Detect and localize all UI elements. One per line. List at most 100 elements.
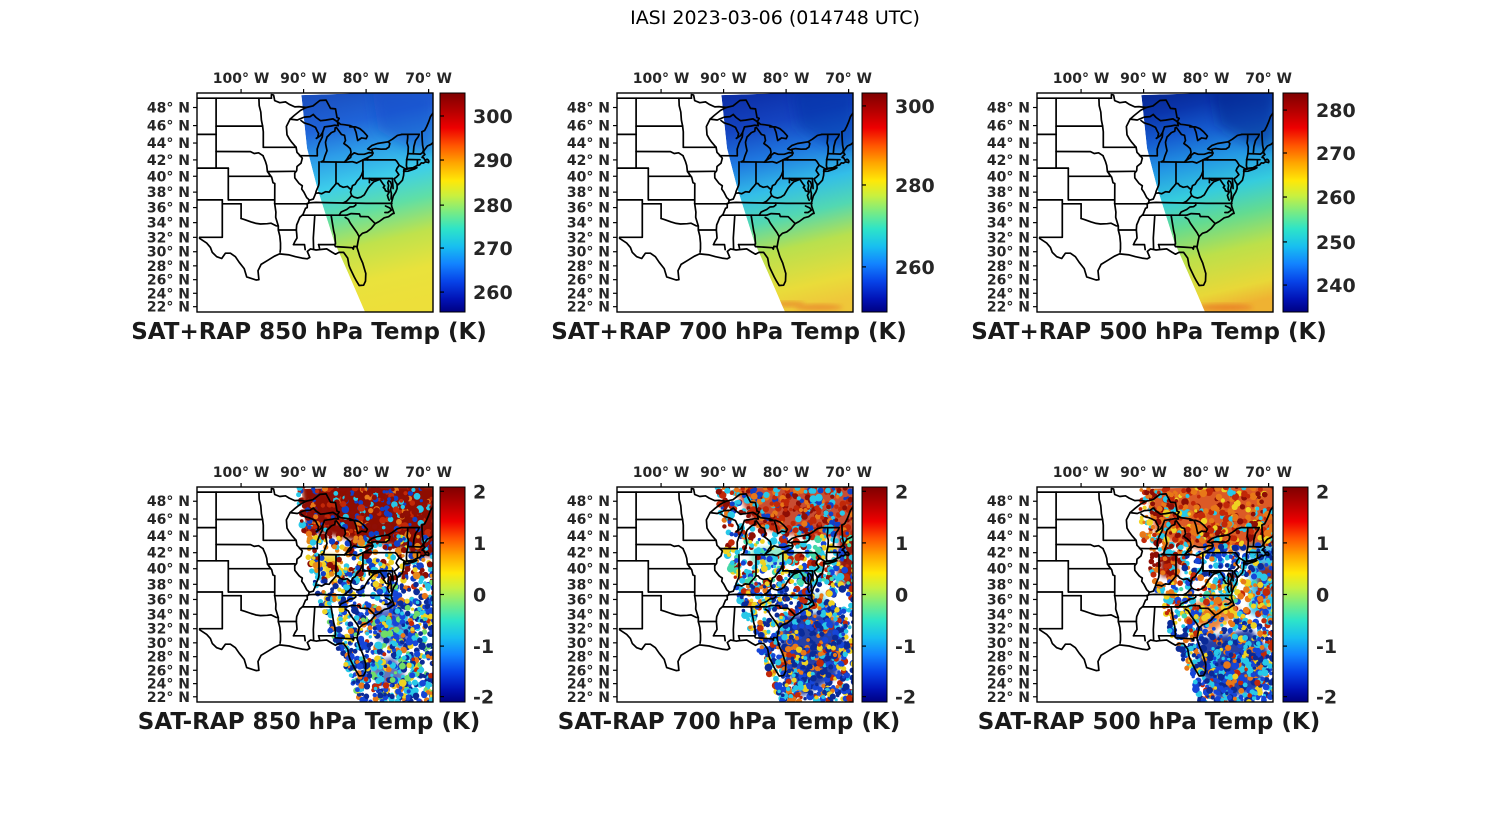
axis-label-lat: 38° N — [567, 577, 610, 593]
colorbar — [861, 486, 888, 703]
axis-label-lat: 24° N — [147, 677, 190, 693]
map-area — [197, 93, 433, 312]
colorbar-label: -1 — [895, 636, 916, 658]
axis-label-lat: 36° N — [987, 201, 1030, 217]
colorbar-label: -2 — [895, 687, 916, 709]
axis-label-lon: 80° W — [343, 71, 390, 87]
axis-label-lat: 46° N — [147, 119, 190, 135]
colorbar-label: 2 — [1316, 481, 1329, 503]
axis-label-lon: 70° W — [1245, 71, 1292, 87]
axis-label-lat: 34° N — [147, 607, 190, 623]
axis-label-lat: 44° N — [987, 529, 1030, 545]
axis-label-lon: 80° W — [763, 465, 810, 481]
basemap — [617, 487, 853, 677]
axis-label-lon: 80° W — [1183, 465, 1230, 481]
axis-label-lat: 34° N — [567, 216, 610, 232]
axis-label-lat: 34° N — [567, 607, 610, 623]
axis-label-lat: 28° N — [567, 259, 610, 275]
colorbar-label: 0 — [895, 585, 908, 607]
axis-label-lon: 70° W — [825, 71, 872, 87]
axis-label-lat: 40° N — [567, 562, 610, 578]
axis-label-lat: 32° N — [567, 622, 610, 638]
colorbar-label: 260 — [473, 282, 513, 304]
panel-sat-minus-rap-850: 100° W 90° W 80° W 70° W 48° N 46° N44° N42° … — [138, 465, 494, 735]
colorbar-label: 300 — [473, 106, 513, 128]
panel-title: SAT-RAP 500 hPa Temp (K) — [978, 709, 1320, 735]
map-frame — [196, 92, 434, 313]
axis-label-lat: 26° N — [147, 273, 190, 289]
axis-label-lon: 70° W — [405, 71, 452, 87]
axis-label-lat: 42° N — [567, 546, 610, 562]
colorbar-label: 270 — [1316, 143, 1356, 165]
axis-label-lat: 48° N — [567, 494, 610, 510]
axis-label-lat: 48° N — [987, 101, 1030, 117]
axis-label-lat: 46° N — [567, 512, 610, 528]
colorbar-label: 1 — [473, 533, 486, 555]
axis-label-lat: 40° N — [987, 562, 1030, 578]
colorbar-label: 250 — [1316, 232, 1356, 254]
basemap — [197, 93, 433, 287]
axis-label-lat: 42° N — [987, 546, 1030, 562]
axis-label-lat: 36° N — [567, 201, 610, 217]
colorbar-label: 280 — [473, 195, 513, 217]
axis-label-lon: 90° W — [700, 71, 747, 87]
axis-label-lat: 42° N — [147, 546, 190, 562]
colorbar-label: 280 — [1316, 100, 1356, 122]
axis-label-lat: 30° N — [987, 636, 1030, 652]
panel-title: SAT+RAP 500 hPa Temp (K) — [971, 319, 1327, 345]
basemap — [1037, 487, 1273, 677]
axis-label-lon: 100° W — [633, 465, 690, 481]
axis-label-lat: 46° N — [147, 512, 190, 528]
axis-label-lat: 44° N — [567, 136, 610, 152]
map-area — [1037, 487, 1273, 702]
colorbar — [861, 92, 888, 313]
axis-label-lat: 40° N — [147, 562, 190, 578]
axis-label-lon: 80° W — [1183, 71, 1230, 87]
map-frame — [1036, 486, 1274, 703]
axis-label-lat: 28° N — [987, 259, 1030, 275]
axis-label-lat: 32° N — [147, 230, 190, 246]
basemap — [197, 487, 433, 677]
axis-label-lat: 22° N — [147, 300, 190, 316]
axis-label-lat: 30° N — [567, 245, 610, 261]
colorbar-label: 1 — [895, 533, 908, 555]
axis-label-lat: 40° N — [987, 169, 1030, 185]
axis-label-lat: 30° N — [147, 245, 190, 261]
axis-label-lat: 32° N — [567, 230, 610, 246]
axis-label-lat: 24° N — [987, 677, 1030, 693]
axis-label-lat: 30° N — [147, 636, 190, 652]
colorbar-label: 2 — [895, 481, 908, 503]
axis-label-lat: 30° N — [987, 245, 1030, 261]
axis-label-lon: 80° W — [763, 71, 810, 87]
axis-label-lon: 100° W — [633, 71, 690, 87]
colorbar-label: -1 — [1316, 636, 1337, 658]
colorbar-label: 300 — [895, 96, 935, 118]
axis-label-lat: 24° N — [987, 286, 1030, 302]
axis-label-lat: 46° N — [987, 512, 1030, 528]
colorbar-label: 1 — [1316, 533, 1329, 555]
basemap — [617, 93, 853, 287]
axis-label-lon: 80° W — [343, 465, 390, 481]
map-frame — [616, 486, 854, 703]
axis-label-lat: 32° N — [147, 622, 190, 638]
axis-label-lat: 36° N — [147, 201, 190, 217]
axis-label-lat: 36° N — [147, 592, 190, 608]
axis-label-lat: 48° N — [987, 494, 1030, 510]
axis-label-lat: 38° N — [987, 577, 1030, 593]
axis-label-lat: 28° N — [147, 650, 190, 666]
map-area — [617, 487, 853, 702]
map-area — [617, 93, 853, 312]
axis-label-lat: 26° N — [987, 663, 1030, 679]
axis-label-lat: 42° N — [987, 153, 1030, 169]
colorbar-label: 290 — [473, 150, 513, 172]
axis-label-lat: 46° N — [987, 119, 1030, 135]
colorbar-label: 2 — [473, 481, 486, 503]
colorbar-label: -1 — [473, 636, 494, 658]
colorbar-label: 0 — [1316, 585, 1329, 607]
axis-label-lon: 100° W — [1053, 71, 1110, 87]
axis-label-lon: 90° W — [1120, 71, 1167, 87]
panel-sat-plus-rap-700: 100° W 90° W 80° W 70° W 48° N 46° N44° N42° … — [551, 71, 935, 345]
axis-label-lat: 48° N — [147, 494, 190, 510]
axis-label-lat: 40° N — [147, 169, 190, 185]
